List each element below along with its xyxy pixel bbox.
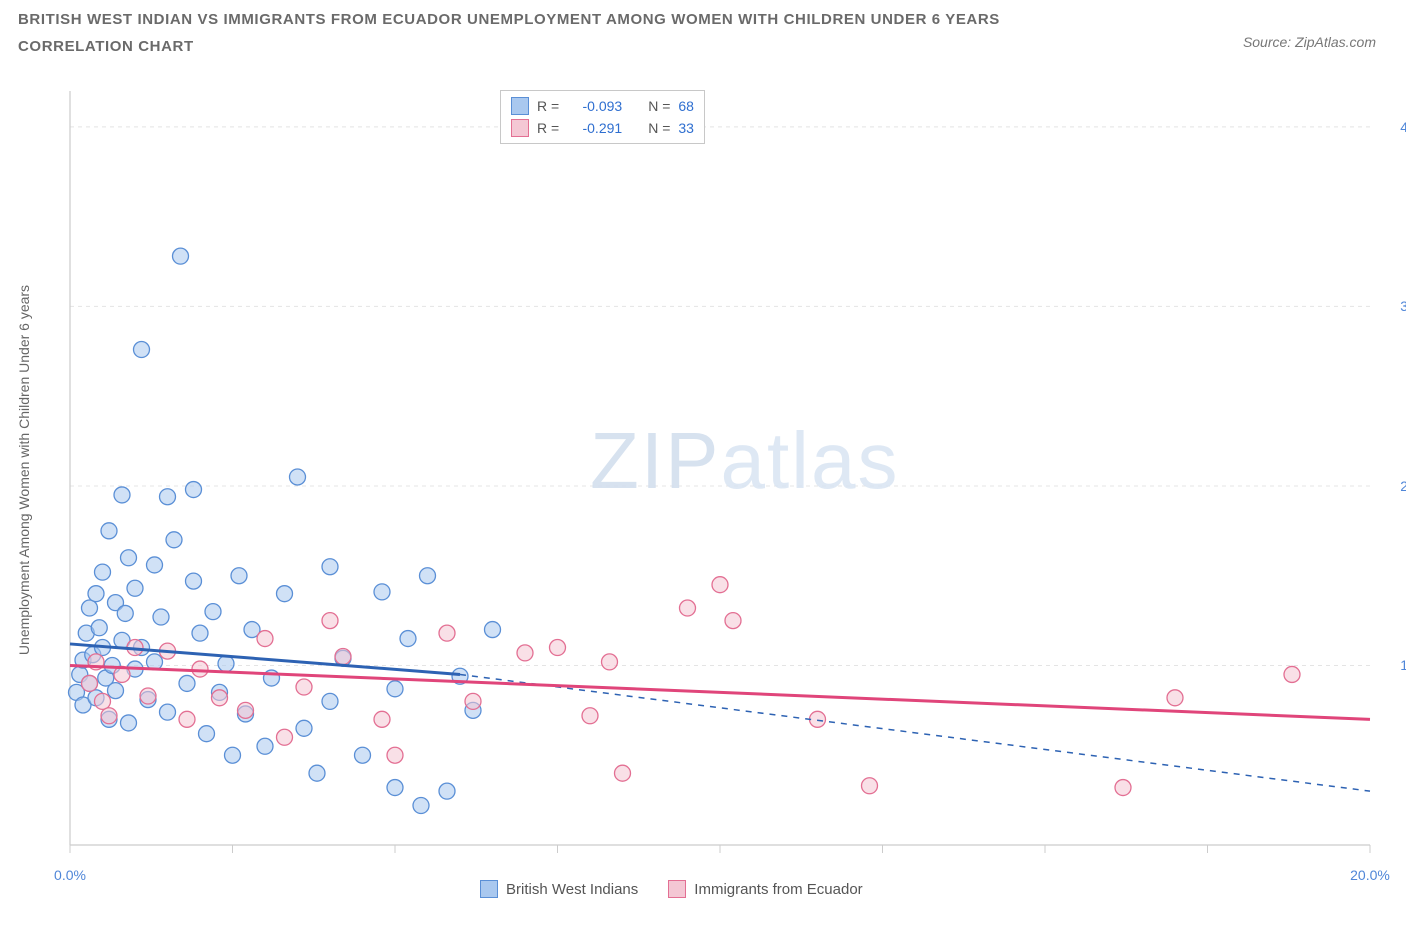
- n-label: N =: [648, 120, 670, 136]
- r-value: -0.093: [567, 98, 622, 114]
- legend-series-name: British West Indians: [506, 881, 638, 898]
- y-tick-label: 10.0%: [1400, 657, 1406, 673]
- y-tick-label: 40.0%: [1400, 119, 1406, 135]
- y-axis-label: Unemployment Among Women with Children U…: [14, 85, 34, 855]
- r-label: R =: [537, 120, 559, 136]
- n-label: N =: [648, 98, 670, 114]
- chart-title: BRITISH WEST INDIAN VS IMMIGRANTS FROM E…: [18, 6, 1226, 60]
- legend-swatch: [480, 880, 498, 898]
- legend-swatch: [668, 880, 686, 898]
- x-tick-label: 0.0%: [54, 867, 86, 883]
- title-line-2: CORRELATION CHART: [18, 33, 1226, 60]
- legend-swatch: [511, 97, 529, 115]
- correlation-legend: R = -0.093 N = 68 R = -0.291 N = 33: [500, 90, 705, 144]
- r-value: -0.291: [567, 120, 622, 136]
- legend-series-name: Immigrants from Ecuador: [694, 881, 862, 898]
- title-line-1: BRITISH WEST INDIAN VS IMMIGRANTS FROM E…: [18, 6, 1226, 33]
- y-tick-label: 30.0%: [1400, 298, 1406, 314]
- y-tick-label: 20.0%: [1400, 478, 1406, 494]
- x-tick-label: 20.0%: [1350, 867, 1390, 883]
- legend-swatch: [511, 119, 529, 137]
- r-label: R =: [537, 98, 559, 114]
- chart-area: 10.0%20.0%30.0%40.0% 0.0%20.0% ZIPatlas: [60, 85, 1380, 855]
- n-value: 68: [678, 98, 694, 114]
- legend-series-item: Immigrants from Ecuador: [668, 880, 862, 898]
- legend-series-item: British West Indians: [480, 880, 638, 898]
- legend-stat-row: R = -0.291 N = 33: [511, 117, 694, 139]
- legend-stat-row: R = -0.093 N = 68: [511, 95, 694, 117]
- source-credit: Source: ZipAtlas.com: [1243, 34, 1376, 50]
- scatter-chart: [60, 85, 1380, 855]
- n-value: 33: [678, 120, 694, 136]
- series-legend: British West Indians Immigrants from Ecua…: [480, 880, 863, 898]
